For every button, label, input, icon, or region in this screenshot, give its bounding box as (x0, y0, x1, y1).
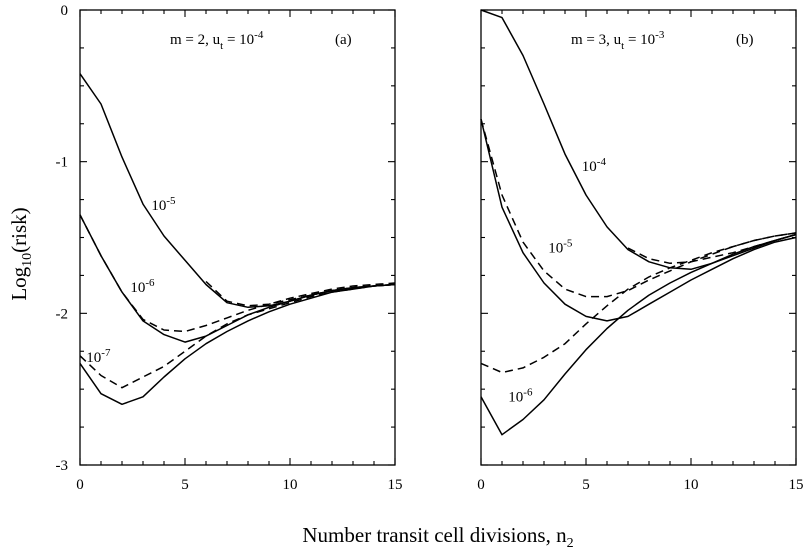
panel-b-series-10-5-dashed (480, 118, 797, 298)
y-axis-label-sub: 10 (20, 253, 35, 267)
panel-a-y-tick-label-0: 0 (61, 3, 69, 19)
panel-a-label-10-6: 10-6 (130, 277, 155, 296)
panel-a-series-10-5-dashed (205, 280, 396, 307)
panel-a-frame (79, 9, 396, 466)
panel-b-x-tick-label-0: 0 (477, 477, 485, 493)
panel-b-series-10-4-dashed (627, 233, 797, 265)
panel-b-x-tick-label-15: 15 (789, 477, 803, 493)
panel-b-series-10-5-solid (480, 119, 797, 322)
panel-b-series-10-6-solid (480, 233, 797, 436)
panel-a-y-tick-label-2: -2 (56, 306, 69, 322)
panel-a-series-10-7-solid (79, 283, 396, 406)
panel-a-label-10-5: 10-5 (151, 195, 176, 214)
panel-a-series-10-7-dashed (79, 283, 396, 389)
panel-a-series-10-6-dashed (79, 214, 396, 333)
panel-b: 0 5 10 15 10-4 10-5 10-6 m = 3, ut = 10-3 (b) (477, 9, 803, 493)
panel-a-x-tick-label-15: 15 (388, 477, 403, 493)
panel-a-series-10-6-solid (79, 214, 396, 343)
panel-b-x-tick-label-10: 10 (684, 477, 699, 493)
panel-b-x-tick-label-5: 5 (582, 477, 590, 493)
panel-a-y-tick-label-1: -1 (56, 155, 69, 171)
x-axis-label-sub: 2 (567, 536, 574, 551)
x-axis-label: Number transit cell divisions, n2 (302, 523, 573, 551)
x-axis-label-main: Number transit cell divisions, n (302, 523, 567, 547)
panel-a: 0 5 10 15 0 -1 -2 -3 10-5 10-6 10-7 m = 2, ut = 10-… (56, 3, 403, 493)
panel-a-label-10-7: 10-7 (86, 347, 111, 366)
y-axis-label: Log10(risk) (7, 207, 35, 300)
panel-a-letter: (a) (335, 32, 352, 48)
panel-a-x-tick-label-0: 0 (76, 477, 84, 493)
panel-a-series-10-5-solid (79, 73, 396, 309)
panel-b-letter: (b) (736, 32, 754, 48)
panel-b-label-10-4: 10-4 (582, 156, 607, 175)
panel-a-title: m = 2, ut = 10-4 (170, 29, 264, 52)
panel-a-x-tick-label-5: 5 (181, 477, 189, 493)
y-axis-label-main: Log (7, 266, 31, 300)
panel-b-title: m = 3, ut = 10-3 (571, 29, 665, 52)
y-axis-label-tail: (risk) (7, 207, 31, 253)
panel-b-series-10-6-dashed (480, 232, 797, 374)
panel-b-series-10-4-solid (480, 9, 797, 271)
panel-b-label-10-5: 10-5 (548, 238, 573, 257)
panel-b-label-10-6: 10-6 (508, 386, 533, 405)
panel-a-y-tick-label-3: -3 (56, 458, 69, 474)
panel-a-x-tick-label-10: 10 (283, 477, 298, 493)
